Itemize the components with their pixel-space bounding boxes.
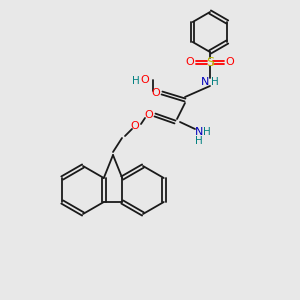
Text: O: O	[226, 57, 234, 67]
Text: O: O	[152, 88, 160, 98]
Text: O: O	[186, 57, 194, 67]
Text: O: O	[130, 121, 140, 131]
Text: H: H	[203, 127, 211, 137]
Text: H: H	[195, 136, 203, 146]
Text: N: N	[195, 127, 203, 137]
Text: N: N	[201, 77, 209, 87]
Text: O: O	[145, 110, 153, 120]
Text: H: H	[132, 76, 140, 86]
Text: S: S	[206, 56, 214, 68]
Text: O: O	[141, 75, 149, 85]
Text: H: H	[211, 77, 219, 87]
